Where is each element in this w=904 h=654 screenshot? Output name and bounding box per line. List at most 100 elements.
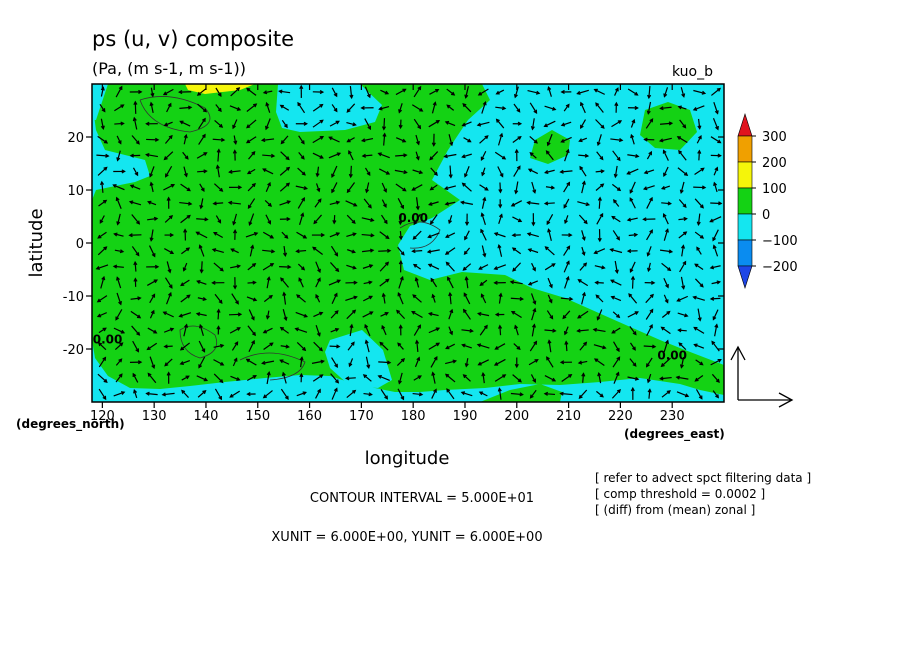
wind-vector-head xyxy=(320,359,325,364)
wind-vector xyxy=(447,277,454,289)
wind-vector xyxy=(647,101,652,114)
wind-vector xyxy=(627,311,639,318)
wind-vector xyxy=(266,277,270,289)
wind-vector xyxy=(328,279,341,286)
wind-vector xyxy=(149,294,156,304)
wind-vector-head xyxy=(484,186,489,191)
wind-vector xyxy=(713,182,718,193)
wind-vector-head xyxy=(97,342,103,347)
wind-vector xyxy=(629,181,636,194)
wind-vector xyxy=(246,103,257,113)
wind-vector xyxy=(547,87,552,97)
wind-vector-head xyxy=(100,125,105,130)
wind-vector-head xyxy=(252,280,257,285)
wind-vector-head xyxy=(344,376,350,381)
wind-vector xyxy=(383,118,386,130)
wind-vector-head xyxy=(282,252,288,258)
wind-vector xyxy=(312,152,324,159)
wind-vector xyxy=(449,293,452,305)
wind-vector-head xyxy=(319,119,324,124)
wind-vector xyxy=(362,137,374,142)
x-tick-label: 190 xyxy=(453,409,478,424)
wind-vector xyxy=(200,261,203,273)
wind-vector xyxy=(229,170,241,173)
wind-vector-head xyxy=(632,346,636,351)
wind-vector-head xyxy=(133,100,138,105)
wind-vector-head xyxy=(402,187,407,192)
wind-vector-head xyxy=(128,233,133,238)
wind-vector xyxy=(432,294,436,303)
wind-vector-head xyxy=(368,264,374,269)
wind-vector xyxy=(279,167,290,176)
wind-vector-head xyxy=(319,154,324,159)
wind-vector-head xyxy=(201,348,206,353)
wind-vector-head xyxy=(563,331,568,336)
wind-vector-head xyxy=(514,148,519,154)
wind-vector-head xyxy=(559,391,564,396)
wind-vector xyxy=(379,278,389,287)
wind-vector-head xyxy=(677,105,682,110)
wind-vector xyxy=(165,292,172,305)
wind-vector xyxy=(578,360,588,364)
wind-vector xyxy=(397,342,404,350)
wind-vector xyxy=(711,281,720,285)
wind-vector xyxy=(581,181,586,194)
wind-vector-head xyxy=(161,392,166,397)
wind-vector xyxy=(232,213,238,225)
wind-vector-head xyxy=(514,189,519,195)
wind-vector-head xyxy=(544,246,549,251)
wind-vector-head xyxy=(577,279,582,283)
wind-vector-head xyxy=(495,118,500,123)
wind-vector-head xyxy=(349,94,354,100)
wind-vector xyxy=(563,182,570,193)
wind-vector-head xyxy=(167,291,172,297)
wind-vector-head xyxy=(132,372,137,378)
wind-vector-head xyxy=(693,326,698,331)
wind-vector-head xyxy=(336,152,342,157)
wind-vector-head xyxy=(559,360,565,365)
wind-vector-head xyxy=(495,90,500,95)
wind-vector-head xyxy=(182,267,187,272)
wind-vector-head xyxy=(121,169,126,174)
wind-vector-head xyxy=(285,182,291,187)
wind-vector xyxy=(378,361,391,364)
wind-vector-head xyxy=(145,121,150,126)
wind-vector xyxy=(115,358,123,366)
colorbar-label: −200 xyxy=(762,260,798,275)
x-axis-label: longitude xyxy=(365,448,450,469)
wind-vector xyxy=(296,249,307,252)
wind-vector xyxy=(163,328,174,333)
wind-vector-head xyxy=(218,396,222,401)
wind-vector xyxy=(544,105,556,111)
wind-vector-head xyxy=(617,120,623,124)
wind-vector xyxy=(579,262,587,271)
wind-vector-head xyxy=(400,204,404,210)
wind-vector xyxy=(710,359,722,366)
wind-vector-head xyxy=(403,170,408,175)
wind-vector xyxy=(612,150,621,161)
wind-vector-head xyxy=(187,105,193,110)
wind-vector xyxy=(131,135,140,145)
wind-vector-head xyxy=(236,87,241,92)
field-negative-patch-south xyxy=(325,330,392,388)
wind-vector-head xyxy=(568,374,573,378)
x-tick-label: 150 xyxy=(245,409,270,424)
wind-vector-head xyxy=(251,182,256,188)
wind-vector-head xyxy=(245,358,250,363)
wind-vector xyxy=(645,309,654,320)
wind-vector-head xyxy=(613,173,618,179)
wind-vector-head xyxy=(179,120,184,125)
wind-vector-head xyxy=(419,107,424,112)
wind-vector-head xyxy=(445,234,450,238)
wind-vector xyxy=(247,281,256,284)
wind-vector xyxy=(97,231,107,239)
wind-vector-head xyxy=(693,343,698,348)
wind-vector-head xyxy=(577,314,582,319)
wind-vector-head xyxy=(581,236,586,241)
wind-vector xyxy=(498,293,502,304)
wind-vector xyxy=(348,358,354,367)
wind-vector xyxy=(199,183,205,192)
wind-vector-head xyxy=(596,141,601,147)
wind-vector-head xyxy=(319,311,324,316)
wind-vector xyxy=(265,182,271,192)
